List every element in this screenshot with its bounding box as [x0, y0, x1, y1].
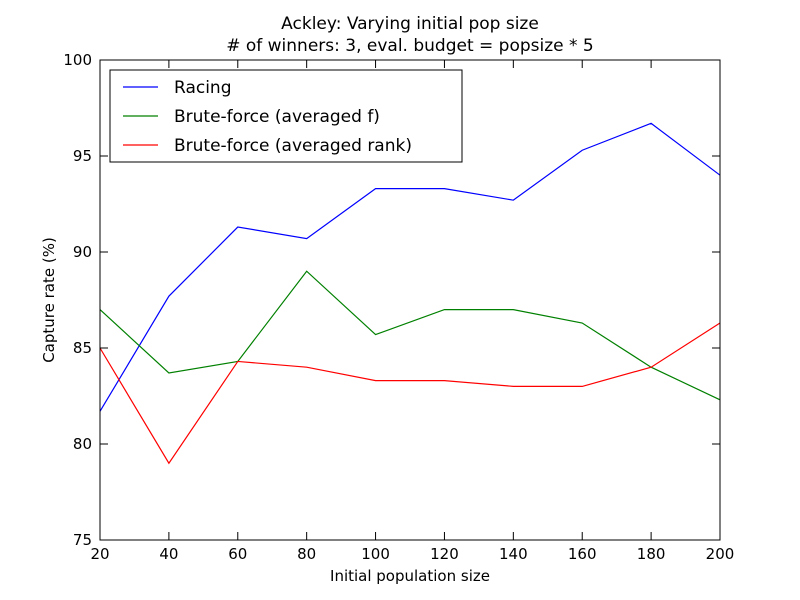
series-line-3	[99, 322, 721, 465]
x-tick-label: 40	[159, 545, 178, 563]
y-tick-label: 75	[73, 531, 92, 549]
y-tick-label: 90	[73, 243, 92, 261]
y-axis-label: Capture rate (%)	[40, 237, 58, 363]
legend-label-1: Racing	[174, 78, 232, 98]
x-tick-label: 180	[637, 545, 666, 563]
series-line-2	[99, 270, 721, 401]
x-tick-label: 160	[568, 545, 597, 563]
y-tick-label: 95	[73, 147, 92, 165]
x-tick-label: 80	[297, 545, 316, 563]
chart-subtitle: # of winners: 3, eval. budget = popsize …	[226, 36, 594, 56]
y-tick-label: 80	[73, 435, 92, 453]
x-tick-label: 200	[706, 545, 735, 563]
y-tick-label: 100	[63, 51, 92, 69]
legend: Racing Brute-force (averaged f) Brute-forc…	[109, 69, 463, 163]
legend-label-3: Brute-force (averaged rank)	[174, 136, 412, 156]
x-tick-label: 120	[430, 545, 459, 563]
x-tick-label: 20	[90, 545, 109, 563]
x-tick-label: 60	[228, 545, 247, 563]
chart-title: Ackley: Varying initial pop size	[281, 14, 539, 34]
series-line-1	[99, 122, 721, 412]
plot-area-frame	[99, 59, 721, 541]
x-tick-label: 100	[361, 545, 390, 563]
x-axis-label: Initial population size	[330, 567, 490, 585]
series-layer	[99, 122, 721, 465]
y-tick-label: 85	[73, 339, 92, 357]
ticks-layer: 20 40 60 80 100 120 140 160 180 200 75 80 85 90 95 100	[63, 51, 734, 563]
legend-label-2: Brute-force (averaged f)	[174, 107, 380, 127]
legend-box	[109, 69, 463, 163]
x-tick-label: 140	[499, 545, 528, 563]
